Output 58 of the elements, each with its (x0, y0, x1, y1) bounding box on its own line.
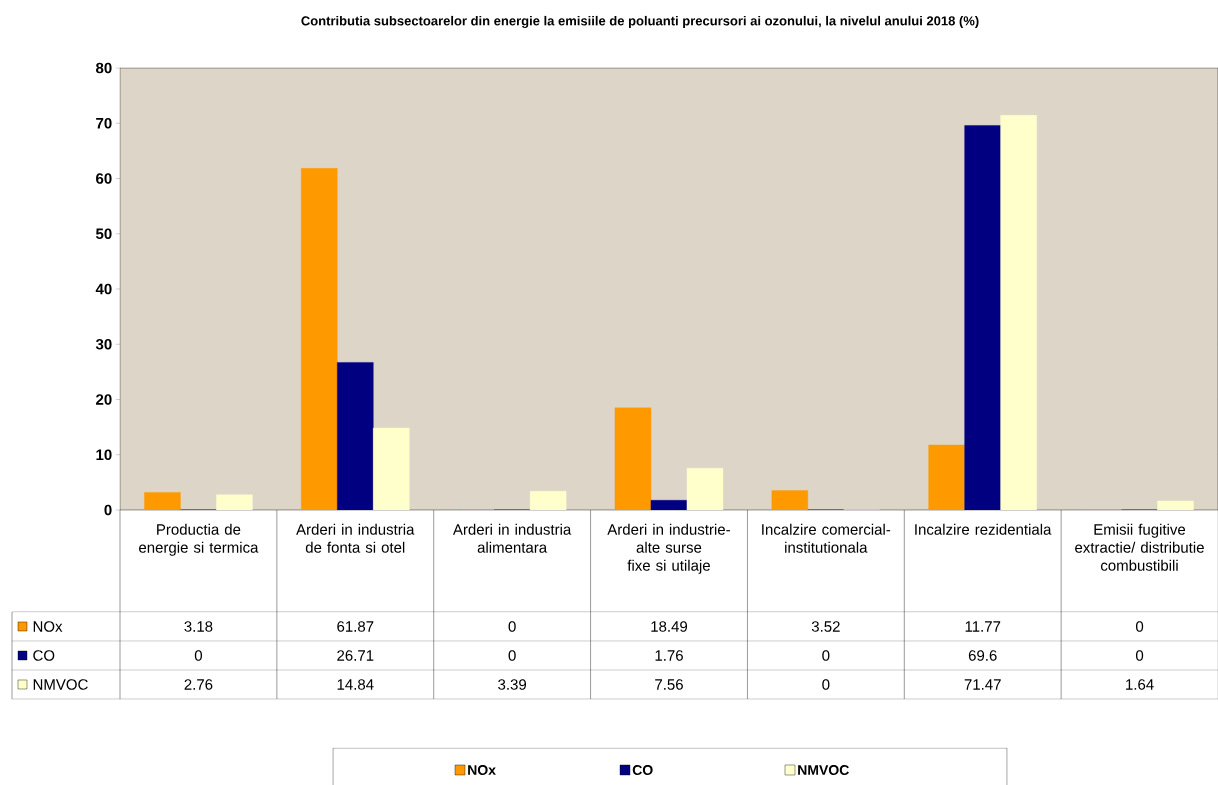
y-tick-label: 40 (95, 283, 112, 295)
x-tick-label: Arderi in industrie-alte surse fixe si utilaje (607, 523, 730, 574)
data-label: 0 (1135, 650, 1144, 661)
bar (529, 491, 567, 510)
bar (686, 468, 724, 510)
bar (964, 125, 1001, 510)
data-label: 18.49 (651, 621, 688, 632)
data-label: 71.47 (964, 679, 1001, 690)
text: NOx (468, 765, 496, 775)
legend-label: NOx (33, 621, 63, 632)
bar (1000, 114, 1037, 510)
data-label: 3.52 (811, 621, 840, 632)
bar (216, 494, 253, 510)
bar (650, 500, 688, 510)
text: NMVOC (798, 765, 849, 775)
y-tick-label: 50 (95, 228, 112, 240)
x-tick-label: Productia de energie si termica (139, 523, 259, 556)
bar (928, 444, 965, 510)
bar (144, 492, 181, 510)
x-tick-label: Incalzire comercial-institutionala (762, 523, 891, 553)
bar (373, 427, 410, 510)
data-label: 69.6 (968, 650, 997, 661)
x-tick-label: Emisii fugitive extractie/ distributie combustibili (1075, 523, 1204, 571)
chart-title: Contributia subsectoarelor din energie la emisiile de poluanti precursori ai ozonului, la nivelul anului 2018 (%) (301, 15, 979, 29)
data-label: 2.76 (184, 679, 213, 690)
bar (771, 490, 809, 510)
legend-label: NMVOC (33, 679, 88, 690)
legend-label: CO (33, 650, 55, 661)
data-label: 0 (822, 679, 830, 690)
y-tick-label: 70 (96, 117, 112, 129)
y-tick-label: 0 (104, 504, 112, 516)
data-label: 26.71 (337, 650, 374, 661)
data-label: 61.87 (337, 621, 374, 632)
y-tick-label: 80 (95, 62, 112, 74)
x-tick-label: Arderi in industria de fonta si otel (296, 523, 415, 553)
data-label: 0 (194, 650, 203, 661)
bar (1157, 500, 1194, 510)
data-label: 0 (508, 650, 516, 661)
bar (337, 362, 374, 510)
x-tick-label: Incalzire rezidentiala (915, 523, 1052, 535)
data-label: 1.64 (1126, 679, 1154, 690)
data-label: 3.39 (498, 679, 527, 690)
data-label: 0 (508, 621, 516, 632)
data-label: 11.77 (965, 621, 1001, 632)
y-tick-label: 10 (96, 449, 112, 461)
text: CO (632, 765, 653, 775)
data-label: 1.76 (655, 650, 683, 661)
y-tick-label: 20 (96, 394, 112, 405)
data-label: 3.18 (184, 621, 213, 632)
data-label: 0 (1135, 621, 1144, 632)
bar (301, 167, 338, 510)
data-label: 14.84 (337, 679, 374, 690)
data-label: 0 (822, 650, 830, 661)
x-tick-label: Arderi in industria alimentara (452, 523, 572, 553)
y-tick-label: 30 (95, 338, 112, 350)
bar (614, 407, 652, 510)
data-label: 7.56 (655, 679, 683, 690)
y-tick-label: 60 (96, 173, 112, 184)
